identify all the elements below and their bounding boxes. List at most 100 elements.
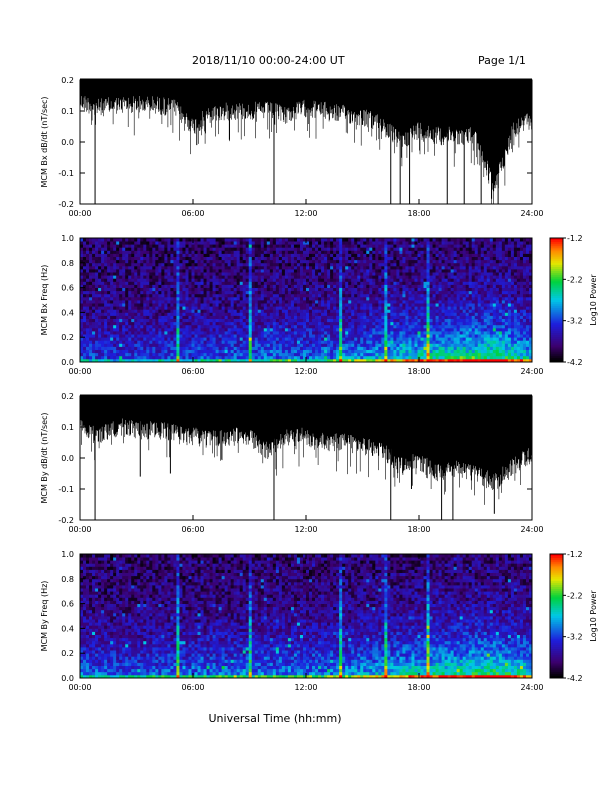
spectrogram-cell — [89, 300, 93, 304]
spectrogram-cell — [143, 321, 147, 326]
spectrogram-cell — [146, 247, 150, 251]
spectrogram-cell — [324, 318, 328, 323]
spectrogram-cell — [396, 349, 400, 354]
spectrogram-cell — [390, 343, 394, 347]
spectrogram-cell — [414, 331, 418, 335]
spectrogram-cell — [315, 238, 319, 242]
spectrogram-cell — [372, 296, 376, 301]
spectrogram-cell — [306, 290, 310, 295]
spectrogram-cell — [251, 262, 256, 267]
spectrogram-cell — [327, 321, 331, 326]
spectrogram-cell — [287, 327, 292, 332]
spectrogram-cell — [423, 281, 427, 285]
spectrogram-cell — [302, 241, 307, 245]
spectrogram-cell — [215, 293, 220, 298]
spectrogram-cell — [333, 259, 337, 264]
spectrogram-cell — [98, 275, 102, 279]
spectrogram-cell — [80, 256, 84, 261]
spectrogram-cell — [381, 281, 385, 285]
spectrogram-cell — [242, 312, 247, 316]
spectrogram-cell — [107, 238, 111, 242]
spectrogram-cell — [387, 284, 391, 288]
spectrogram-cell — [429, 253, 433, 257]
spectrogram-cell — [221, 327, 226, 332]
spectrogram-cell — [357, 259, 361, 264]
spectrogram-cell — [215, 244, 220, 248]
spectrogram-cell — [95, 296, 99, 301]
spectrogram-cell — [191, 247, 195, 251]
spectrogram-cell — [408, 244, 412, 248]
spectrogram-cell — [209, 262, 213, 267]
spectrogram-cell — [351, 312, 355, 316]
spectrogram-cell — [170, 287, 174, 292]
spectrogram-cell — [309, 296, 313, 301]
spectrogram-cell — [245, 327, 250, 332]
spectrogram-cell — [315, 290, 319, 295]
spectrogram-cell — [140, 334, 144, 338]
spectrogram-cell — [152, 256, 156, 261]
spectrogram-cell — [221, 287, 226, 292]
spectrogram-cell — [284, 309, 289, 313]
spectrogram-cell — [393, 321, 397, 326]
spectrogram-cell — [137, 238, 141, 242]
spectrogram-cell — [417, 306, 421, 310]
spectrogram-cell — [233, 259, 238, 264]
spectrogram-cell — [227, 352, 232, 357]
spectrogram-cell — [194, 318, 198, 323]
spectrogram-cell — [104, 355, 108, 360]
spectrogram-cell — [203, 269, 207, 273]
spectrogram-cell — [128, 346, 132, 350]
spectrogram-cell — [372, 269, 376, 273]
spectrogram-cell — [278, 275, 283, 279]
spectrogram-cell — [281, 272, 286, 276]
spectrogram-cell — [369, 318, 373, 323]
spectrogram-cell — [209, 352, 213, 357]
spectrogram-cell — [98, 269, 102, 273]
spectrogram-cell — [399, 315, 403, 319]
spectrogram-cell — [426, 300, 430, 304]
spectrogram-cell — [342, 355, 346, 360]
spectrogram-cell — [420, 331, 424, 335]
spectrogram-cell — [242, 355, 247, 360]
spectrogram-cell — [230, 358, 235, 363]
spectrogram-cell — [438, 343, 442, 347]
spectrogram-cell — [296, 340, 301, 344]
spectrogram-cell — [327, 265, 331, 270]
spectrogram-cell — [420, 312, 424, 316]
spectrogram-cell — [233, 346, 238, 350]
spectrogram-cell — [381, 312, 385, 316]
spectrogram-cell — [179, 275, 183, 279]
spectrogram-cell — [330, 272, 334, 276]
spectrogram-cell — [239, 358, 244, 363]
spectrogram-cell — [188, 355, 192, 360]
spectrogram-cell — [269, 269, 274, 273]
spectrogram-cell — [89, 275, 93, 279]
spectrogram-cell — [402, 318, 406, 323]
spectrogram-cell — [306, 315, 310, 319]
spectrogram-cell — [384, 331, 388, 335]
spectrogram-cell — [306, 327, 310, 332]
spectrogram-cell — [257, 247, 262, 251]
spectrogram-cell — [357, 327, 361, 332]
spectrogram-cell — [321, 355, 325, 360]
spectrogram-cell — [254, 318, 259, 323]
spectrogram-cell — [408, 272, 412, 276]
spectrogram-cell — [158, 315, 162, 319]
spectrogram-cell — [212, 272, 216, 276]
spectrogram-cell — [113, 346, 117, 350]
spectrogram-cell — [345, 349, 349, 354]
spectrogram-cell — [342, 247, 346, 251]
spectrogram-cell — [122, 337, 126, 341]
spectrogram-cell — [296, 337, 301, 341]
spectrogram-cell — [420, 296, 424, 301]
spectrogram-cell — [390, 269, 394, 273]
spectrogram-cell — [149, 256, 153, 261]
spectrogram-cell — [239, 349, 244, 354]
spectrogram-cell — [405, 334, 409, 338]
spectrogram-cell — [224, 337, 229, 341]
spectrogram-cell — [89, 312, 93, 316]
spectrogram-cell — [363, 321, 367, 326]
spectrogram-cell — [390, 281, 394, 285]
spectrogram-cell — [140, 241, 144, 245]
spectrogram-cell — [290, 253, 295, 257]
